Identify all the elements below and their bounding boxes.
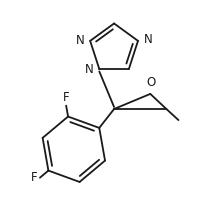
Text: N: N [85, 63, 94, 76]
Text: F: F [63, 91, 69, 104]
Text: N: N [144, 33, 153, 46]
Text: O: O [147, 76, 156, 89]
Text: F: F [31, 171, 38, 184]
Text: N: N [76, 34, 84, 47]
